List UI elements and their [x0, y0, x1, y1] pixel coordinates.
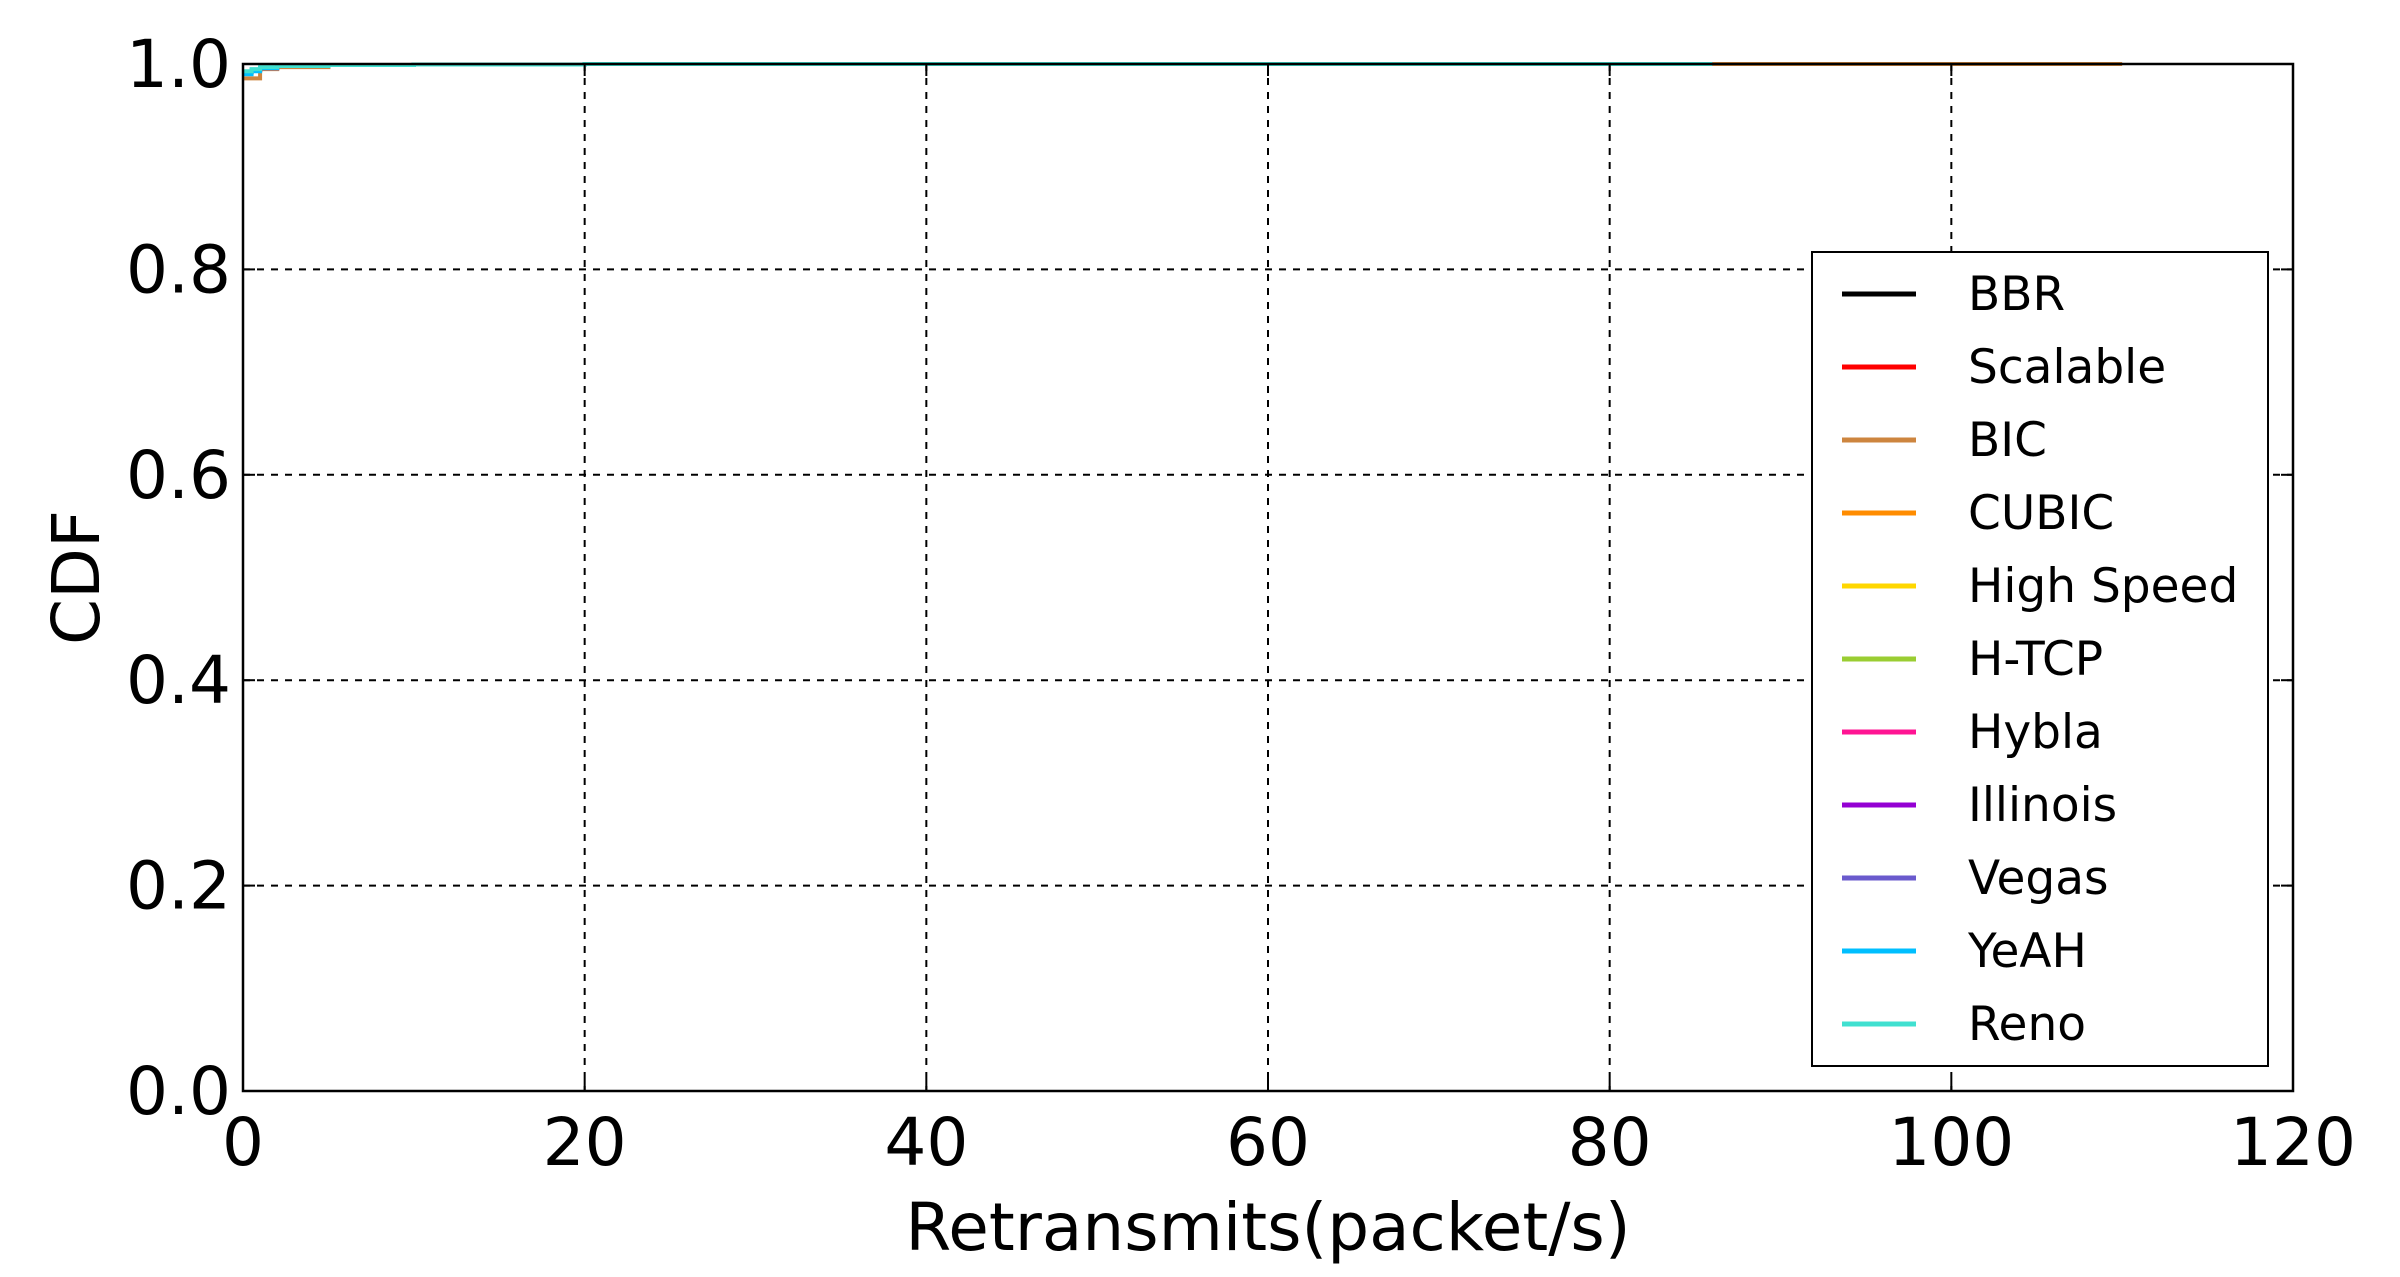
- y-tick-label: 0.2: [126, 848, 231, 925]
- legend-label-hybla: Hybla: [1968, 705, 2103, 760]
- x-tick-label: 80: [1568, 1104, 1652, 1181]
- legend-label-bic: BIC: [1968, 413, 2047, 468]
- legend-label-bbr: BBR: [1968, 267, 2065, 322]
- x-tick-label: 60: [1226, 1104, 1310, 1181]
- legend-label-illinois: Illinois: [1968, 778, 2117, 833]
- legend-label-h-tcp: H-TCP: [1968, 632, 2103, 687]
- legend-label-reno: Reno: [1968, 997, 2086, 1052]
- y-tick-label: 0.0: [126, 1053, 231, 1130]
- y-tick-label: 0.6: [126, 437, 231, 514]
- legend-label-vegas: Vegas: [1968, 851, 2109, 906]
- legend-label-yeah: YeAH: [1967, 924, 2087, 979]
- x-axis-label: Retransmits(packet/s): [905, 1189, 1630, 1266]
- y-axis-ticks: 0.0 0.2 0.4 0.6 0.8 1.0: [126, 26, 2293, 1130]
- x-tick-label: 20: [543, 1104, 627, 1181]
- y-tick-label: 0.4: [126, 642, 231, 719]
- y-tick-label: 1.0: [126, 26, 231, 103]
- legend-label-cubic: CUBIC: [1968, 486, 2114, 541]
- x-tick-label: 40: [884, 1104, 968, 1181]
- x-tick-label: 0: [222, 1104, 264, 1181]
- legend-label-scalable: Scalable: [1968, 340, 2166, 395]
- x-tick-label: 120: [2230, 1104, 2356, 1181]
- legend: BBR Scalable BIC CUBIC High Speed H-TCP Hybla I…: [1811, 251, 2269, 1067]
- y-tick-label: 0.8: [126, 231, 231, 308]
- y-axis-label: CDF: [38, 510, 115, 645]
- legend-label-high-speed: High Speed: [1968, 559, 2238, 614]
- x-tick-label: 100: [1888, 1104, 2014, 1181]
- x-axis-ticks: 0 20 40 60 80 100 120: [222, 64, 2356, 1181]
